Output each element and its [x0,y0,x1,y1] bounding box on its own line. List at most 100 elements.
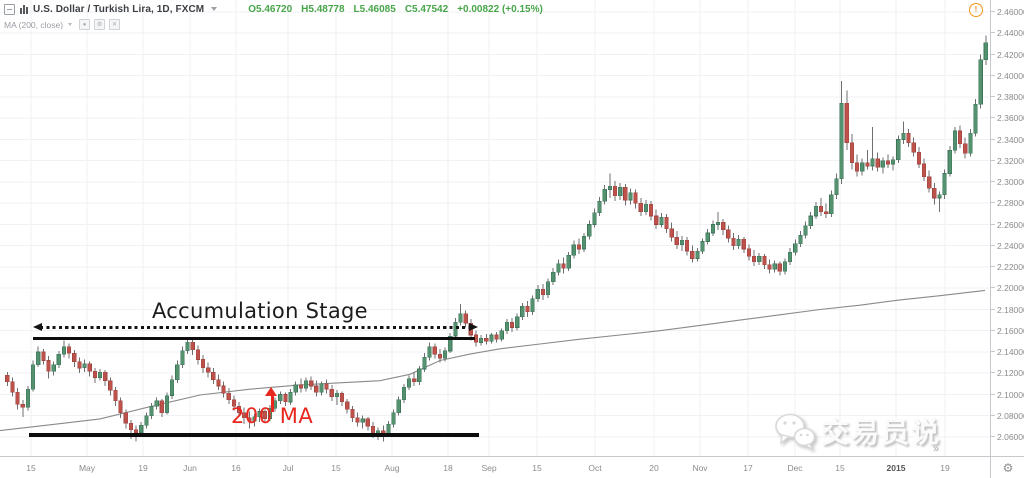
candle-body [92,370,97,378]
candle-body [154,400,159,407]
candle-body [545,281,551,295]
candle-body [576,244,582,250]
candle-body [911,142,916,153]
price-axis[interactable]: 2.46000 2.44000 2.42000 2.40000 2.38000 2.360… [990,0,1024,456]
candle-body [61,346,67,355]
chevron-down-icon[interactable] [211,7,218,11]
candle-body [283,394,288,403]
symbol-title[interactable]: U.S. Dollar / Turkish Lira, 1D, FXCM [33,3,205,15]
price-axis-label: 2.28000 [991,198,1024,208]
candle-body [901,132,906,140]
candle-body [211,371,216,380]
price-axis-label: 2.42000 [991,50,1024,60]
candle-body [597,200,602,214]
ma-200-line[interactable] [0,289,986,432]
candle-body [839,103,844,180]
candle-body [257,411,262,418]
time-axis[interactable]: 15 May 19 Jun 16 Jul 15 Aug 18 Sep 15 Oct 20 Nov 17 Dec… [0,456,990,478]
candle-body [623,187,628,201]
watermark-text: 交易员说 [820,416,941,449]
change-value: +0.00822 (+0.15%) [457,3,543,15]
candle-body [427,346,432,358]
candle-body [525,305,530,312]
candle-body [654,215,659,225]
price-axis-label: 2.34000 [991,135,1024,145]
price-axis-label: 2.30000 [991,177,1024,187]
indicator-label[interactable]: MA (200, close) [4,19,64,30]
candle-body [674,236,679,245]
candle-body [849,142,854,164]
axis-settings-button[interactable]: ⚙ [990,456,1024,478]
candle-body [36,351,41,366]
price-chart-area[interactable]: Accumulation Stage 200 MA U.S. Dollar / … [0,0,990,456]
arrow-right-head-icon [469,323,478,331]
candle-body [772,263,777,270]
candle-body [309,380,314,387]
time-axis-label: Jun [183,463,197,473]
candle-body [520,305,525,318]
time-axis-label: May [78,463,96,473]
candle-body [942,173,947,196]
price-axis-label: 2.14000 [991,347,1024,357]
candle-body [746,248,751,257]
close-value: C5.47542 [404,3,449,15]
candle-body [504,321,510,332]
candle-body [56,353,61,366]
price-axis-label: 2.20000 [991,283,1024,293]
candle-body [751,256,757,262]
candle-body [628,192,633,201]
accumulation-range-arrow [33,323,478,332]
candle-body [30,364,36,390]
candle-body [731,238,736,247]
candle-body [339,393,345,403]
time-axis-label: 16 [231,463,241,473]
candle-body [324,383,329,390]
candle-body [82,363,87,369]
candle-body [391,412,396,425]
candle-body [319,383,324,393]
candle-body [777,263,782,272]
candle-body [113,389,118,402]
candle-body [118,400,123,413]
candle-body [149,405,154,417]
ma-pointer-arrow [271,395,274,412]
candle-body [97,371,103,378]
candle-body [690,250,695,259]
candle-body [566,255,571,269]
price-axis-label: 2.32000 [991,156,1024,166]
candle-body [288,392,293,403]
time-axis-label: 15 [331,463,341,473]
candle-body [638,203,643,213]
chevron-down-icon[interactable] [68,23,73,26]
candle-body [252,416,257,422]
candle-body [865,162,870,167]
candle-body [144,415,149,426]
candle-body [334,393,340,397]
candle-body [134,429,139,434]
candle-body [607,186,612,190]
candle-body [705,232,710,242]
candle-body [983,42,988,61]
candle-body [417,368,422,383]
candle-body [782,261,788,272]
candle-body [643,204,648,213]
candle-body [448,335,453,352]
candle-body [973,104,978,134]
eye-icon[interactable]: ● [79,19,91,30]
candle-body [870,158,875,167]
candle-body [87,363,92,372]
gear-icon[interactable]: ⚙ [94,19,106,30]
candle-body [664,216,669,230]
candle-body [5,375,10,383]
collapse-icon[interactable] [4,3,15,15]
bar-chart-icon[interactable] [20,4,28,14]
candle-body [226,393,231,401]
candle-body [813,206,818,217]
time-axis-label: 2015 [886,463,906,473]
candle-body [293,384,298,393]
open-value: O5.46720 [248,3,293,15]
alert-circle-icon[interactable]: ! [969,3,983,17]
candle-body [829,194,834,215]
close-icon[interactable]: ✕ [109,19,121,30]
